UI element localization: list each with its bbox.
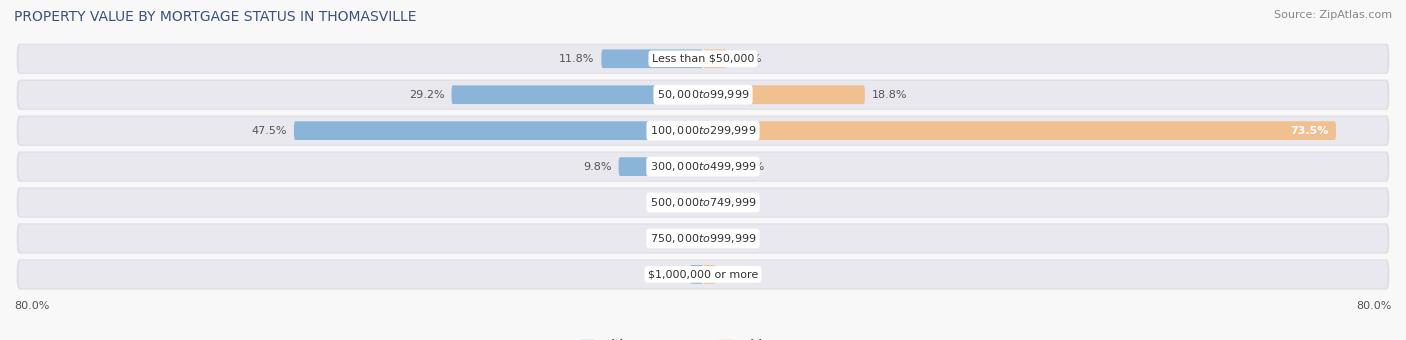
FancyBboxPatch shape xyxy=(451,85,703,104)
FancyBboxPatch shape xyxy=(18,153,1388,181)
FancyBboxPatch shape xyxy=(602,49,703,68)
FancyBboxPatch shape xyxy=(294,121,703,140)
FancyBboxPatch shape xyxy=(690,265,703,284)
FancyBboxPatch shape xyxy=(17,152,1389,182)
FancyBboxPatch shape xyxy=(18,117,1388,145)
Text: PROPERTY VALUE BY MORTGAGE STATUS IN THOMASVILLE: PROPERTY VALUE BY MORTGAGE STATUS IN THO… xyxy=(14,10,416,24)
Text: 80.0%: 80.0% xyxy=(1357,301,1392,311)
FancyBboxPatch shape xyxy=(703,121,1336,140)
FancyBboxPatch shape xyxy=(703,49,727,68)
FancyBboxPatch shape xyxy=(703,229,709,248)
FancyBboxPatch shape xyxy=(17,116,1389,146)
FancyBboxPatch shape xyxy=(18,260,1388,288)
Text: 47.5%: 47.5% xyxy=(252,126,287,136)
FancyBboxPatch shape xyxy=(17,187,1389,218)
Text: 73.5%: 73.5% xyxy=(1291,126,1329,136)
FancyBboxPatch shape xyxy=(18,81,1388,109)
Text: 3.1%: 3.1% xyxy=(737,162,765,172)
FancyBboxPatch shape xyxy=(17,44,1389,74)
Text: 0.0%: 0.0% xyxy=(662,234,690,243)
FancyBboxPatch shape xyxy=(17,223,1389,254)
Text: Less than $50,000: Less than $50,000 xyxy=(652,54,754,64)
Text: 9.8%: 9.8% xyxy=(583,162,612,172)
Text: 0.33%: 0.33% xyxy=(723,269,758,279)
Text: $50,000 to $99,999: $50,000 to $99,999 xyxy=(657,88,749,101)
Text: 2.7%: 2.7% xyxy=(733,54,762,64)
FancyBboxPatch shape xyxy=(697,229,703,248)
FancyBboxPatch shape xyxy=(703,193,716,212)
Text: Source: ZipAtlas.com: Source: ZipAtlas.com xyxy=(1274,10,1392,20)
FancyBboxPatch shape xyxy=(690,193,703,212)
Text: 1.4%: 1.4% xyxy=(655,198,683,207)
FancyBboxPatch shape xyxy=(703,85,865,104)
Text: 0.0%: 0.0% xyxy=(716,234,744,243)
Text: $300,000 to $499,999: $300,000 to $499,999 xyxy=(650,160,756,173)
FancyBboxPatch shape xyxy=(703,157,730,176)
Text: $100,000 to $299,999: $100,000 to $299,999 xyxy=(650,124,756,137)
FancyBboxPatch shape xyxy=(619,157,703,176)
FancyBboxPatch shape xyxy=(18,188,1388,217)
Text: 18.8%: 18.8% xyxy=(872,90,907,100)
FancyBboxPatch shape xyxy=(18,45,1388,73)
FancyBboxPatch shape xyxy=(17,80,1389,110)
Text: $1,000,000 or more: $1,000,000 or more xyxy=(648,269,758,279)
Legend: Without Mortgage, With Mortgage: Without Mortgage, With Mortgage xyxy=(575,335,831,340)
Text: 80.0%: 80.0% xyxy=(14,301,49,311)
Text: 11.8%: 11.8% xyxy=(560,54,595,64)
Text: $500,000 to $749,999: $500,000 to $749,999 xyxy=(650,196,756,209)
Text: 0.37%: 0.37% xyxy=(648,269,683,279)
FancyBboxPatch shape xyxy=(18,224,1388,253)
Text: $750,000 to $999,999: $750,000 to $999,999 xyxy=(650,232,756,245)
Text: 29.2%: 29.2% xyxy=(409,90,444,100)
FancyBboxPatch shape xyxy=(17,259,1389,290)
FancyBboxPatch shape xyxy=(703,265,716,284)
Text: 1.5%: 1.5% xyxy=(723,198,751,207)
